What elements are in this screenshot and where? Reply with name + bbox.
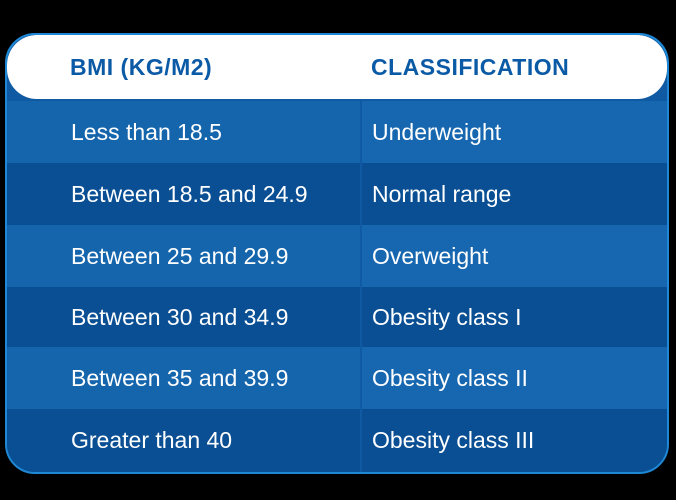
bmi-range-cell: Less than 18.5 xyxy=(7,101,360,163)
classification-cell: Underweight xyxy=(362,101,667,163)
classification-cell: Obesity class II xyxy=(362,347,667,409)
table-row: Between 30 and 34.9 Obesity class I xyxy=(7,287,667,347)
bmi-range-cell: Between 35 and 39.9 xyxy=(7,347,360,409)
table-header: BMI (KG/M2) CLASSIFICATION xyxy=(7,35,667,99)
table-row: Between 35 and 39.9 Obesity class II xyxy=(7,347,667,409)
classification-cell: Obesity class I xyxy=(362,287,667,347)
classification-cell: Obesity class III xyxy=(362,409,667,472)
bmi-range-cell: Between 18.5 and 24.9 xyxy=(7,163,360,225)
bmi-table: BMI (KG/M2) CLASSIFICATION Less than 18.… xyxy=(5,33,669,474)
bmi-range-cell: Greater than 40 xyxy=(7,409,360,472)
column-header-bmi: BMI (KG/M2) xyxy=(70,54,213,80)
bmi-range-cell: Between 25 and 29.9 xyxy=(7,225,360,287)
table-row: Between 25 and 29.9 Overweight xyxy=(7,225,667,287)
table-row: Between 18.5 and 24.9 Normal range xyxy=(7,163,667,225)
classification-cell: Normal range xyxy=(362,163,667,225)
column-header-classification: CLASSIFICATION xyxy=(371,54,570,80)
bmi-range-cell: Between 30 and 34.9 xyxy=(7,287,360,347)
classification-cell: Overweight xyxy=(362,225,667,287)
table-row: Less than 18.5 Underweight xyxy=(7,101,667,163)
table-row: Greater than 40 Obesity class III xyxy=(7,409,667,472)
